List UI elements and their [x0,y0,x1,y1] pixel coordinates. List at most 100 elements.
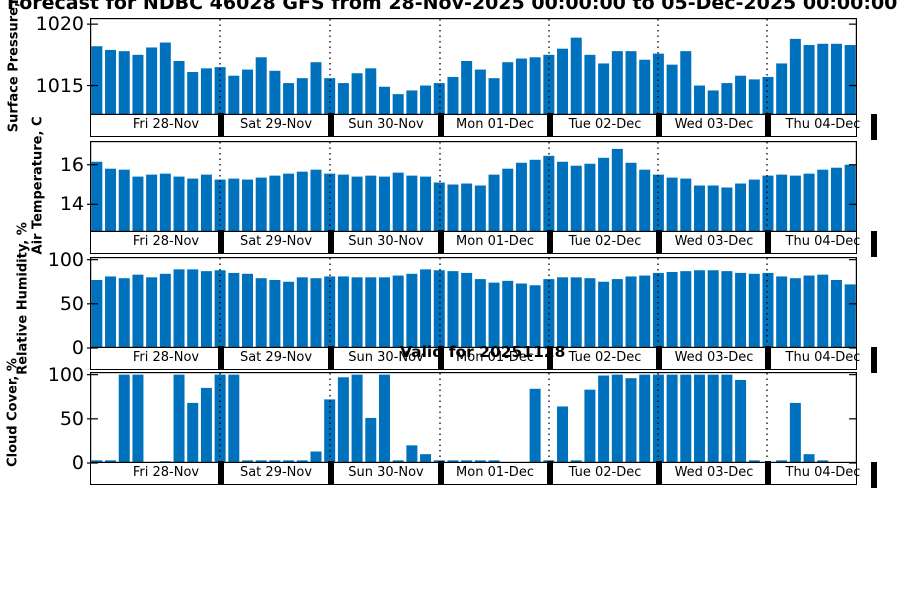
forecast-bar [529,285,541,348]
plot-frame [90,141,857,233]
forecast-bar [146,174,158,232]
forecast-bar [502,280,514,348]
forecast-bar [228,75,240,115]
day-label: Sun 30-Nov [348,465,424,480]
day-separator [656,113,662,137]
forecast-bar [844,164,856,232]
forecast-bar [803,45,815,115]
forecast-bar [488,78,500,115]
forecast-bar [598,157,610,232]
forecast-bar [118,51,130,115]
forecast-bar [310,451,322,463]
forecast-bar [420,176,432,232]
forecast-bar [748,273,760,348]
forecast-bar [159,173,171,232]
forecast-bar [735,379,747,463]
day-label: Tue 02-Dec [568,350,642,365]
forecast-bar [420,269,432,348]
forecast-bar [173,269,185,348]
day-label: Thu 04-Dec [785,350,861,365]
forecast-bar [146,277,158,348]
forecast-bar [228,272,240,348]
day-label: Tue 02-Dec [568,234,642,249]
forecast-bar [269,460,281,463]
forecast-bar [447,271,459,348]
day-label: Mon 01-Dec [456,234,534,249]
forecast-bar [693,270,705,348]
forecast-bar [242,460,254,463]
forecast-bar [721,83,733,115]
forecast-bar [721,187,733,232]
forecast-bar [337,377,349,463]
forecast-bar [515,162,527,232]
forecast-bar [680,178,692,232]
forecast-bar [789,175,801,232]
forecast-bar [529,388,541,463]
plot-area [87,141,857,233]
forecast-bar [214,374,226,463]
day-separator [765,230,771,254]
forecast-bar [378,277,390,348]
day-separator [765,461,771,485]
day-label: Tue 02-Dec [568,465,642,480]
forecast-bar [557,406,569,463]
forecast-bar [830,43,842,115]
forecast-bar [214,270,226,348]
forecast-bar [502,168,514,232]
forecast-bar [584,278,596,348]
forecast-bar [91,46,103,115]
forecast-bar [392,460,404,463]
day-separator [438,346,444,370]
forecast-bar [543,155,555,232]
forecast-bar [803,275,815,348]
forecast-bar [776,174,788,232]
day-label: Sat 29-Nov [239,465,313,480]
forecast-bar [337,174,349,232]
forecast-bar [639,59,651,115]
forecast-bar [735,75,747,115]
day-label-row: Fri 28-Nov Sat 29-Nov Sun 30-Nov Mon 01-Dec… [90,346,877,373]
forecast-bar [118,374,130,463]
forecast-bar [228,178,240,232]
forecast-bar [118,278,130,348]
forecast-bar [707,90,719,115]
forecast-bar [351,374,363,463]
forecast-bar [488,282,500,348]
forecast-bar [461,183,473,232]
forecast-bar [200,387,212,463]
forecast-bar [351,277,363,348]
forecast-bar [776,460,788,463]
forecast-bar [365,175,377,232]
forecast-bar [132,176,144,232]
day-label: Wed 03-Dec [674,465,754,480]
forecast-bar [680,51,692,115]
day-separator [438,461,444,485]
forecast-bar [433,182,445,232]
forecast-bar [132,374,144,463]
plot-frame [90,257,857,349]
day-separator [328,461,334,485]
forecast-bar [461,460,473,463]
y-tick-label: 100 [47,248,84,271]
day-separator [871,114,877,140]
forecast-bar [392,172,404,232]
forecast-bar [283,83,295,115]
forecast-bar [255,460,267,463]
forecast-bar [570,460,582,463]
forecast-bar [625,378,637,463]
forecast-bar [557,161,569,232]
forecast-bar [406,90,418,115]
forecast-bar [461,272,473,348]
day-label: Sat 29-Nov [239,350,313,365]
forecast-bar [611,374,623,463]
forecast-bar [515,283,527,348]
forecast-bar [666,272,678,348]
forecast-bar [447,184,459,232]
forecast-bar [228,374,240,463]
y-tick-label: 1020 [35,13,84,36]
forecast-bar [611,279,623,348]
forecast-bar [488,174,500,232]
y-tick-label: 14 [59,193,84,216]
forecast-bar [598,63,610,115]
forecast-bar [255,177,267,232]
